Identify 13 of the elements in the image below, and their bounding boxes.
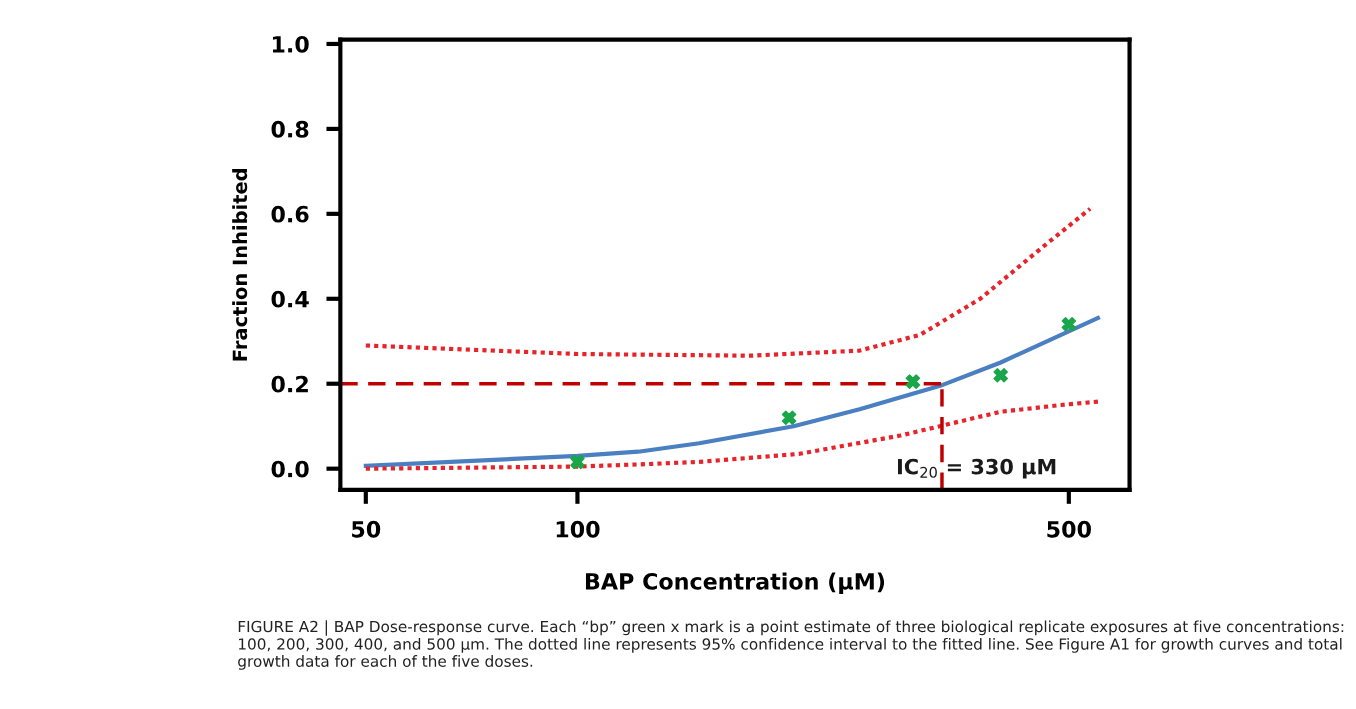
x-axis-title: BAP Concentration (μM) [585, 572, 885, 595]
caption: FIGURE A2 | BAP Dose-response curve. Each “bp” green x mark is a point estimate of three biological replicate exposures at five concentrations: 100, 200, 300, 400, and 500 μm. The dotted line represents 95% confidence interval to the fitted line. See Figure A1 for growth curves and total growth data for each of the five doses. [238, 620, 1344, 670]
y-axis-title: Fraction Inhibited [232, 169, 248, 361]
x-tick-label: 500 [1047, 520, 1091, 538]
y-tick-label: 0.8 [271, 120, 309, 138]
y-tick-label: 0.2 [271, 375, 308, 393]
annotation: IC$_{20}$ = 330 μM [897, 458, 1056, 479]
y-tick-label: 0.4 [271, 290, 309, 308]
y-tick-label: 0.0 [271, 460, 309, 478]
y-tick-label: 1.0 [272, 35, 309, 53]
y-tick-label: 0.6 [271, 205, 309, 223]
x-tick-label: 50 [352, 520, 381, 538]
x-tick-label: 100 [556, 520, 600, 538]
